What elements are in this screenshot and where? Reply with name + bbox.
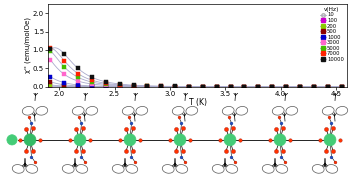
Circle shape [24,134,36,146]
Circle shape [7,135,17,145]
Circle shape [274,134,286,146]
Circle shape [124,134,136,146]
Circle shape [74,134,86,146]
Y-axis label: χ'' (emu/molOe): χ'' (emu/molOe) [25,17,31,73]
Legend: 10, 100, 200, 500, 1000, 3000, 5000, 7000, 10000: 10, 100, 200, 500, 1000, 3000, 5000, 700… [319,6,345,62]
X-axis label: T (K): T (K) [189,98,206,108]
Circle shape [174,134,186,146]
Circle shape [224,134,236,146]
Circle shape [324,134,336,146]
